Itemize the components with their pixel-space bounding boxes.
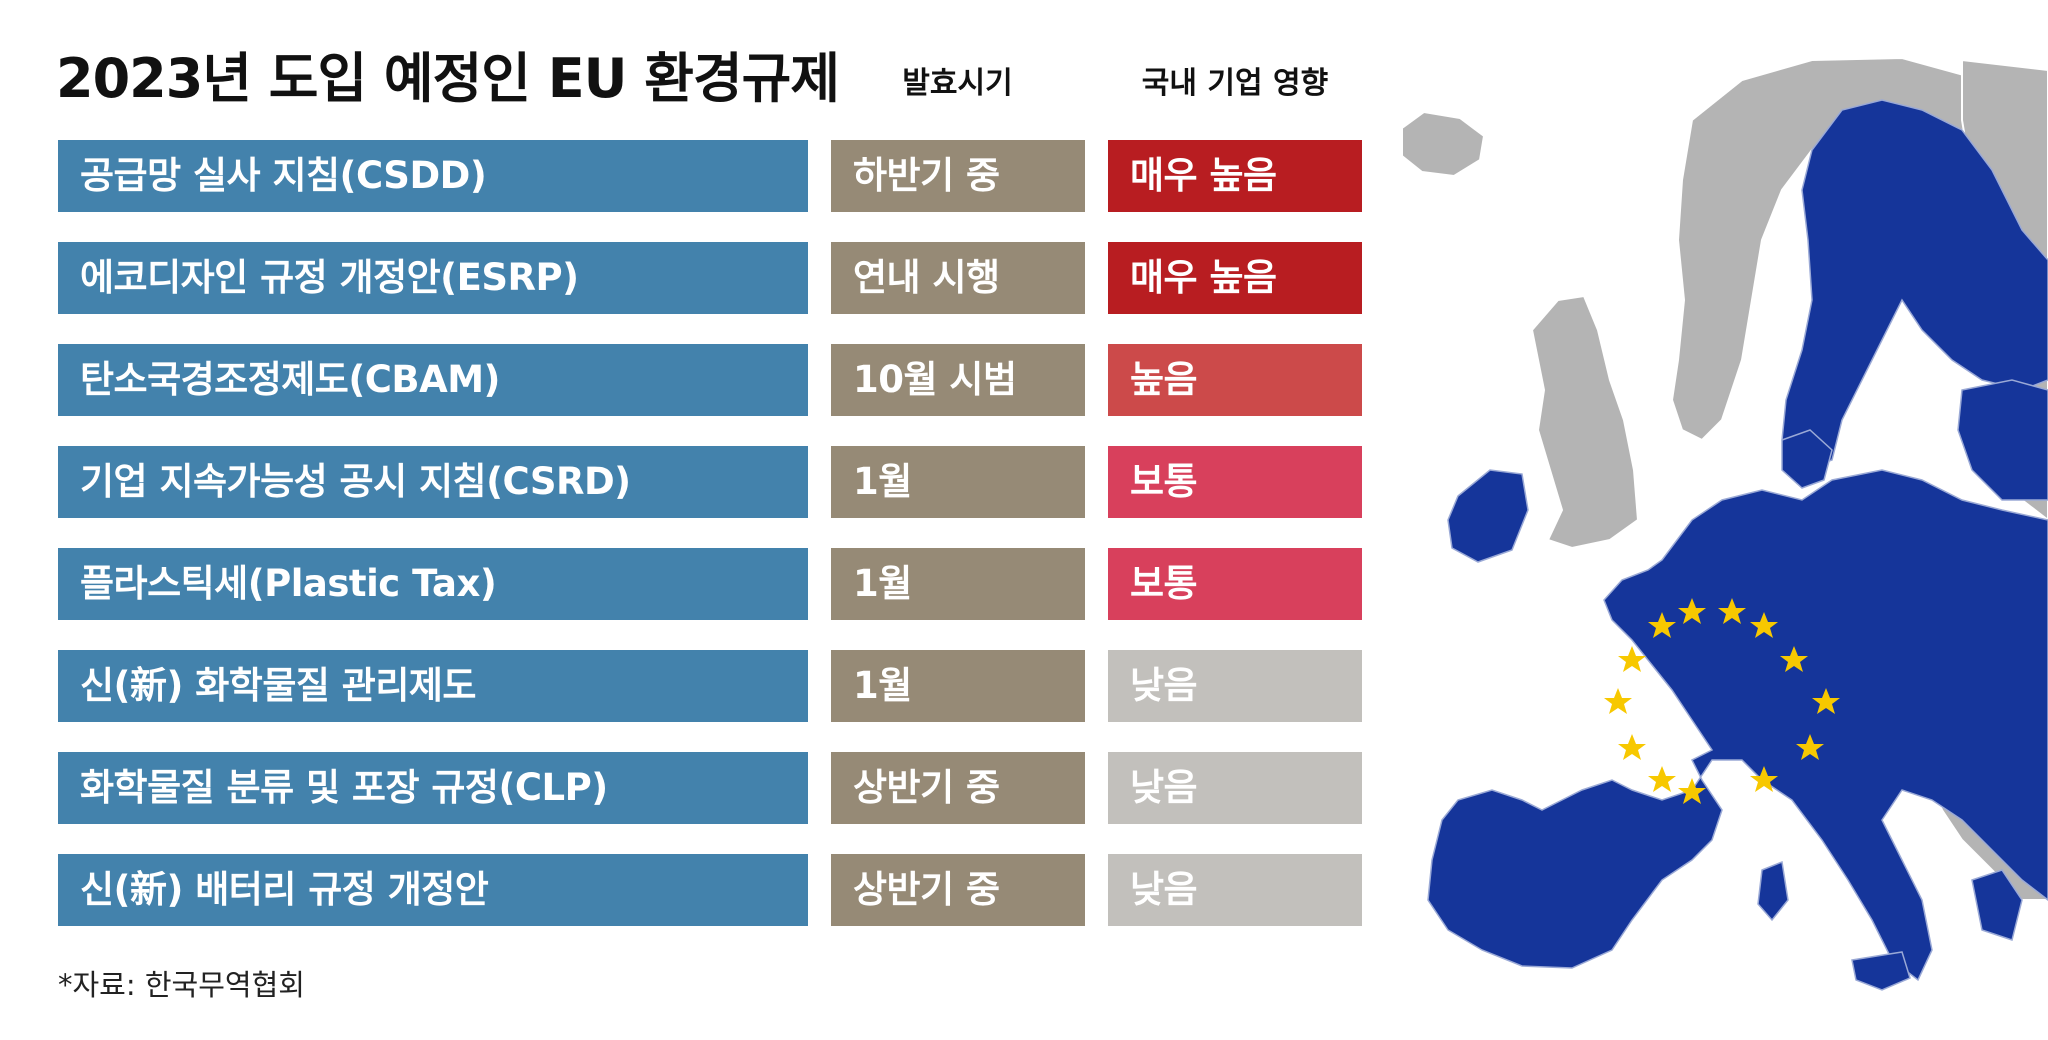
source-note: *자료: 한국무역협회 [58, 968, 305, 1002]
regulation-name: 에코디자인 규정 개정안(ESRP) [58, 242, 808, 314]
effective-timing: 상반기 중 [831, 854, 1085, 926]
column-header-impact: 국내 기업 영향 [1141, 66, 1329, 101]
table-row: 신(新) 화학물질 관리제도 1월 낮음 [0, 650, 1370, 722]
regulation-name: 플라스틱세(Plastic Tax) [58, 548, 808, 620]
regulation-name: 공급망 실사 지침(CSDD) [58, 140, 808, 212]
effective-timing: 1월 [831, 446, 1085, 518]
effective-timing: 하반기 중 [831, 140, 1085, 212]
domestic-impact: 보통 [1108, 446, 1362, 518]
table-row: 화학물질 분류 및 포장 규정(CLP) 상반기 중 낮음 [0, 752, 1370, 824]
eu-map-icon [1401, 56, 2048, 991]
chart-title: 2023년 도입 예정인 EU 환경규제 [56, 47, 840, 110]
domestic-impact: 낮음 [1108, 752, 1362, 824]
regulation-name: 탄소국경조정제도(CBAM) [58, 344, 808, 416]
domestic-impact: 낮음 [1108, 650, 1362, 722]
table-row: 신(新) 배터리 규정 개정안 상반기 중 낮음 [0, 854, 1370, 926]
regulation-name: 신(新) 화학물질 관리제도 [58, 650, 808, 722]
effective-timing: 연내 시행 [831, 242, 1085, 314]
column-header-timing: 발효시기 [902, 66, 1013, 101]
table-row: 플라스틱세(Plastic Tax) 1월 보통 [0, 548, 1370, 620]
domestic-impact: 매우 높음 [1108, 140, 1362, 212]
table-row: 공급망 실사 지침(CSDD) 하반기 중 매우 높음 [0, 140, 1370, 212]
eu-map-illustration [1362, 0, 2048, 1040]
regulation-name: 신(新) 배터리 규정 개정안 [58, 854, 808, 926]
table-row: 탄소국경조정제도(CBAM) 10월 시범 높음 [0, 344, 1370, 416]
regulation-table: 공급망 실사 지침(CSDD) 하반기 중 매우 높음 에코디자인 규정 개정안(ES… [0, 140, 1370, 926]
regulation-name: 화학물질 분류 및 포장 규정(CLP) [58, 752, 808, 824]
eu-stars [1604, 598, 1840, 804]
effective-timing: 상반기 중 [831, 752, 1085, 824]
domestic-impact: 보통 [1108, 548, 1362, 620]
effective-timing: 1월 [831, 650, 1085, 722]
domestic-impact: 높음 [1108, 344, 1362, 416]
table-row: 기업 지속가능성 공시 지침(CSRD) 1월 보통 [0, 446, 1370, 518]
effective-timing: 1월 [831, 548, 1085, 620]
table-row: 에코디자인 규정 개정안(ESRP) 연내 시행 매우 높음 [0, 242, 1370, 314]
regulation-name: 기업 지속가능성 공시 지침(CSRD) [58, 446, 808, 518]
effective-timing: 10월 시범 [831, 344, 1085, 416]
domestic-impact: 매우 높음 [1108, 242, 1362, 314]
domestic-impact: 낮음 [1108, 854, 1362, 926]
